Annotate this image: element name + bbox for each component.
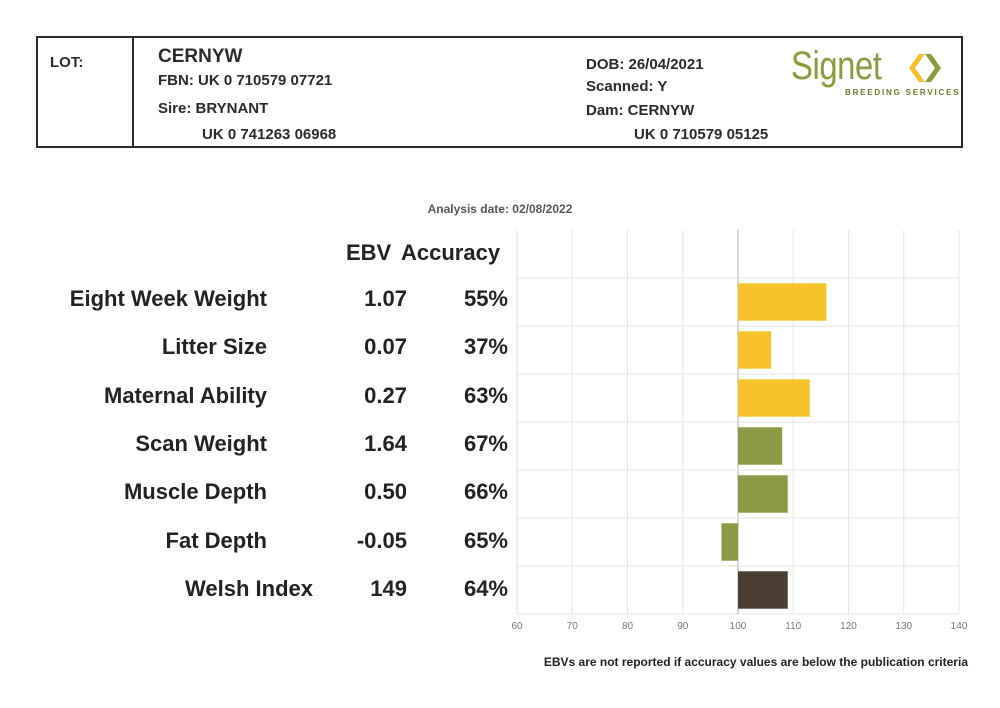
sire: Sire: BRYNANT (158, 100, 269, 117)
accuracy-value: 55% (463, 286, 508, 311)
ebv-value: 1.64 (364, 430, 407, 456)
x-tick-label: 120 (840, 621, 857, 632)
trait-label: Scan Weight (135, 430, 267, 456)
lot-label: LOT: (50, 54, 84, 71)
accuracy-value: 63% (463, 382, 508, 408)
accuracy-value: 67% (463, 430, 508, 456)
signet-chevron-icon (909, 54, 941, 82)
bar (738, 571, 788, 609)
dam-id: UK 0 710579 05125 (634, 126, 769, 143)
accuracy-value: 37% (463, 334, 508, 360)
x-tick-label: 80 (622, 621, 634, 632)
ebv-value: 1.07 (364, 286, 407, 311)
bar (738, 379, 810, 417)
ebv-value: 149 (370, 575, 407, 601)
accuracy-value: 66% (463, 479, 508, 505)
x-tick-label: 140 (951, 621, 968, 632)
x-tick-label: 60 (511, 621, 523, 632)
x-tick-label: 110 (785, 621, 801, 632)
logo-subtitle: BREEDING SERVICES (845, 88, 961, 97)
scanned: Scanned: Y (586, 78, 668, 95)
ebv-column-header: EBV (346, 240, 392, 265)
accuracy-value: 64% (463, 575, 508, 601)
trait-label: Maternal Ability (104, 382, 267, 408)
bar (738, 427, 783, 465)
trait-label: Welsh Index (185, 575, 313, 601)
ebv-value: -0.05 (356, 527, 407, 553)
dob: DOB: 26/04/2021 (586, 56, 704, 73)
trait-label: Fat Depth (165, 527, 267, 553)
lot-info-box: LOT: CERNYW FBN: UK 0 710579 07721 Sire:… (36, 36, 963, 148)
ebv-bar-chart: 60 70 80 90 100 110 120 130 140 (511, 230, 968, 632)
sire-id: UK 0 741263 06968 (202, 126, 337, 143)
footnote: EBVs are not reported if accuracy values… (543, 655, 968, 669)
x-tick-label: 70 (567, 621, 579, 632)
x-tick-label: 130 (895, 621, 912, 632)
analysis-date: Analysis date: 02/08/2022 (427, 202, 573, 216)
ebv-value: 0.07 (364, 334, 407, 360)
lot-divider (132, 38, 134, 146)
dam: Dam: CERNYW (586, 102, 695, 119)
logo-word: Signet (791, 44, 882, 88)
trait-label: Eight Week Weight (69, 286, 267, 311)
ebv-value: 0.27 (364, 382, 407, 408)
bar (738, 475, 788, 513)
bar (738, 283, 827, 321)
accuracy-value: 65% (463, 527, 508, 553)
trait-label: Muscle Depth (123, 479, 267, 505)
animal-name: CERNYW (158, 46, 243, 67)
bar (721, 523, 738, 561)
trait-label: Litter Size (161, 334, 267, 360)
signet-logo: Signet BREEDING SERVICES (791, 44, 959, 106)
accuracy-column-header: Accuracy (401, 240, 501, 265)
x-tick-label: 90 (677, 621, 689, 632)
bar (738, 331, 772, 369)
fbn: FBN: UK 0 710579 07721 (158, 72, 333, 89)
ebv-value: 0.50 (364, 479, 407, 505)
x-tick-label: 100 (730, 621, 747, 632)
